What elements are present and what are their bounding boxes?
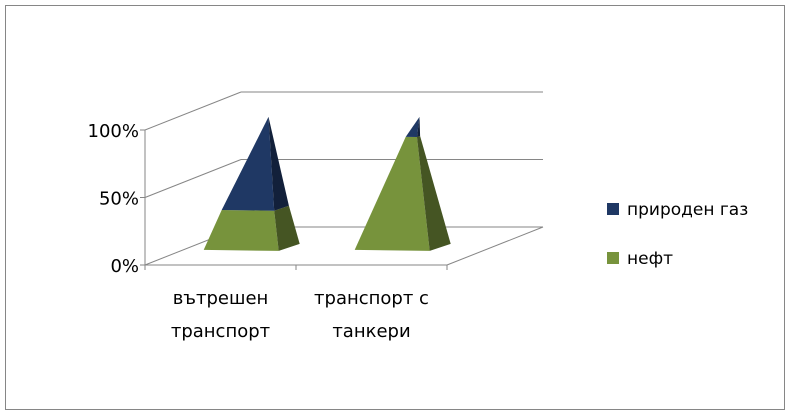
x-tick-label: вътрешен [173, 288, 269, 309]
y-tick-label: 50% [99, 189, 139, 210]
pyramid-segment-side [416, 116, 421, 137]
pyramid-segment [221, 116, 275, 211]
legend-swatch [607, 203, 619, 215]
pyramid-segment-side [274, 205, 300, 251]
y-tick-label: 0% [110, 256, 139, 277]
pyramid-segment [405, 116, 420, 137]
y-tick-label: 100% [88, 121, 139, 142]
x-tick-label: танкери [332, 321, 410, 342]
floor-edge [446, 226, 544, 266]
pyramid-segment [203, 210, 279, 251]
legend-swatch [607, 252, 619, 264]
legend-label: природен газ [627, 200, 748, 220]
x-tick-label: транспорт [171, 321, 270, 342]
legend-label: нефт [627, 249, 673, 269]
side-wall-line [144, 159, 242, 198]
side-wall-line [144, 91, 242, 131]
x-tick-label: транспорт с [314, 288, 429, 309]
pyramid-segment [354, 136, 430, 251]
pyramid-segment-side [268, 116, 289, 211]
pyramid-segment-side [416, 135, 451, 251]
